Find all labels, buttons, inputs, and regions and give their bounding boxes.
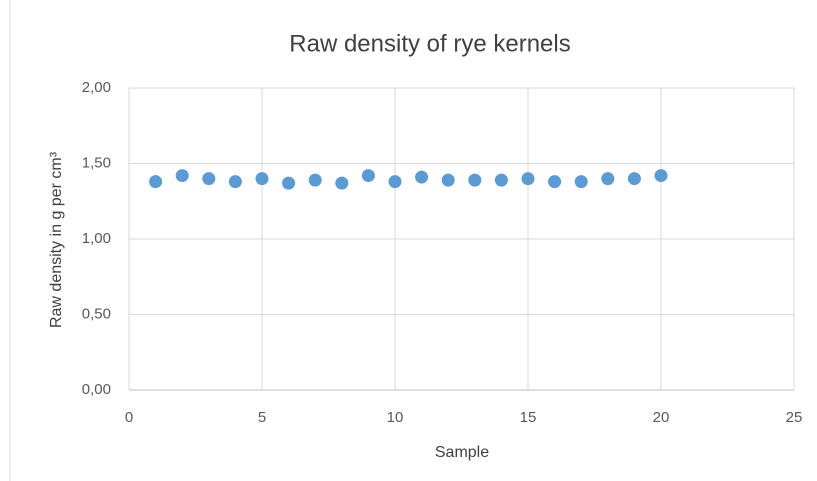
point xyxy=(388,175,402,189)
x-axis-title: Sample xyxy=(435,444,489,461)
point xyxy=(149,175,163,189)
point xyxy=(654,169,668,183)
y-tick-label: 0,50 xyxy=(82,305,111,322)
point xyxy=(308,173,322,187)
x-tick-label: 0 xyxy=(125,409,133,426)
y-tick-label: 2,00 xyxy=(82,79,111,96)
point xyxy=(548,175,562,189)
point xyxy=(335,176,349,190)
point xyxy=(228,175,242,189)
y-tick-label: 1,00 xyxy=(82,230,111,247)
point xyxy=(175,169,189,183)
y-tick-label: 0,00 xyxy=(82,381,111,398)
y-axis-title: Raw density in g per cm³ xyxy=(48,151,65,328)
point xyxy=(494,173,508,187)
point xyxy=(361,169,375,183)
x-tick-label: 10 xyxy=(387,409,404,426)
point xyxy=(468,173,482,187)
chart-title: Raw density of rye kernels xyxy=(289,30,570,57)
point xyxy=(255,172,269,186)
point xyxy=(601,172,615,186)
point xyxy=(627,172,641,186)
point xyxy=(202,172,216,186)
y-tick-label: 1,50 xyxy=(82,154,111,171)
point xyxy=(415,170,429,184)
point xyxy=(574,175,588,189)
x-tick-label: 20 xyxy=(653,409,670,426)
x-tick-label: 15 xyxy=(520,409,537,426)
point xyxy=(521,172,535,186)
x-tick-label: 5 xyxy=(258,409,266,426)
point xyxy=(441,173,455,187)
point xyxy=(282,176,296,190)
x-tick-label: 25 xyxy=(786,409,803,426)
